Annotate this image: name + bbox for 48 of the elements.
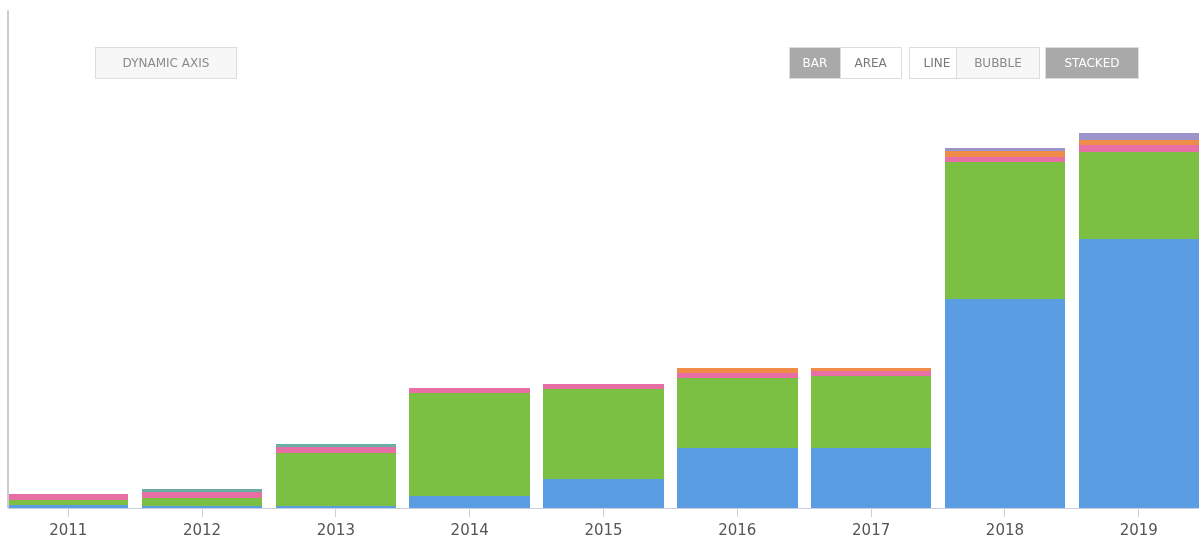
bar (275, 447, 397, 454)
bar (409, 496, 530, 508)
bar (409, 392, 530, 496)
bar (944, 162, 1066, 300)
bar (810, 368, 932, 372)
text: STACKED (1064, 56, 1120, 70)
text: DYNAMIC AXIS (122, 56, 210, 70)
bar (677, 448, 798, 508)
bar (1078, 133, 1199, 141)
bar (275, 453, 397, 507)
bar (141, 489, 263, 493)
bar (409, 388, 530, 393)
text: LINE (923, 56, 951, 70)
bar (677, 368, 798, 373)
bar (1078, 145, 1199, 153)
bar (677, 373, 798, 378)
bar (543, 479, 664, 508)
bar (810, 448, 932, 508)
bar (275, 444, 397, 448)
bar (8, 505, 129, 508)
text: BUBBLE (974, 56, 1022, 70)
x-tick-label: 2012 (182, 521, 222, 539)
x-tick-label: 2016 (718, 521, 757, 539)
x-tick-label: 2011 (49, 521, 88, 539)
bar (677, 377, 798, 448)
x-tick-label: 2013 (316, 521, 355, 539)
bar (543, 384, 664, 390)
bar (141, 498, 263, 507)
bar (944, 148, 1066, 152)
bar (810, 371, 932, 376)
text: AREA (854, 56, 888, 70)
bar (8, 494, 129, 501)
text: BAR (802, 56, 828, 70)
bar (1078, 239, 1199, 508)
bar (8, 500, 129, 505)
bar (543, 389, 664, 480)
x-tick-label: 2017 (852, 521, 891, 539)
bar (1078, 152, 1199, 240)
bar (141, 492, 263, 499)
bar (1078, 140, 1199, 145)
x-tick-label: 2018 (985, 521, 1025, 539)
bar (810, 376, 932, 448)
bar (944, 157, 1066, 163)
x-tick-label: 2014 (450, 521, 489, 539)
x-tick-label: 2015 (584, 521, 623, 539)
x-tick-label: 2019 (1119, 521, 1158, 539)
bar (944, 299, 1066, 508)
bar (944, 151, 1066, 158)
